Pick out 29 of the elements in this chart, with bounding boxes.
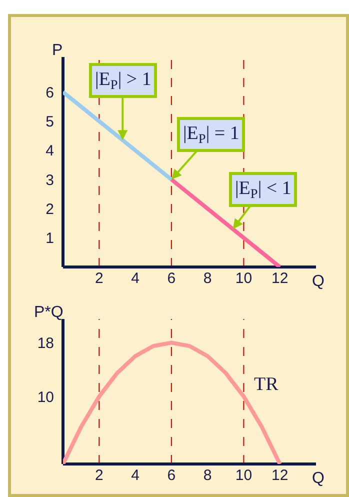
x-tick-label: 10	[235, 270, 252, 287]
series-label: TR	[254, 374, 279, 395]
y-tick-label: 1	[46, 230, 54, 248]
y-axis-title: P	[52, 42, 63, 59]
x-tick-label: 10	[235, 467, 252, 484]
x-tick-label: 4	[131, 467, 140, 484]
y-tick-label: 6	[46, 84, 54, 102]
x-tick-label: 8	[203, 270, 212, 287]
annotation: |E$_{P}$| < 1	[235, 178, 292, 201]
x-tick-label: 6	[167, 467, 176, 484]
annotation: |E$_{P}$| > 1	[95, 69, 152, 92]
line-series	[63, 340, 282, 464]
y-tick-label: 3	[46, 172, 54, 189]
y-tick-label: 10	[37, 388, 54, 406]
x-tick-label: 12	[272, 270, 288, 287]
x-axis-title: Q	[312, 470, 324, 487]
x-axis-title: Q	[312, 273, 324, 290]
x-tick-label: 2	[94, 467, 104, 484]
y-axis-title: P*Q	[34, 304, 64, 321]
y-tick-label: 4	[46, 142, 54, 160]
x-tick-label: 8	[203, 467, 212, 484]
annotation: |E$_{P}$| = 1	[183, 123, 240, 146]
y-tick-label: 18	[37, 334, 54, 352]
x-tick-label: 6	[167, 270, 176, 287]
y-tick-label: 5	[46, 113, 54, 130]
x-tick-label: 4	[131, 270, 140, 287]
x-tick-label: 12	[272, 467, 288, 484]
y-tick-label: 2	[46, 200, 54, 218]
x-tick-label: 2	[94, 270, 104, 287]
